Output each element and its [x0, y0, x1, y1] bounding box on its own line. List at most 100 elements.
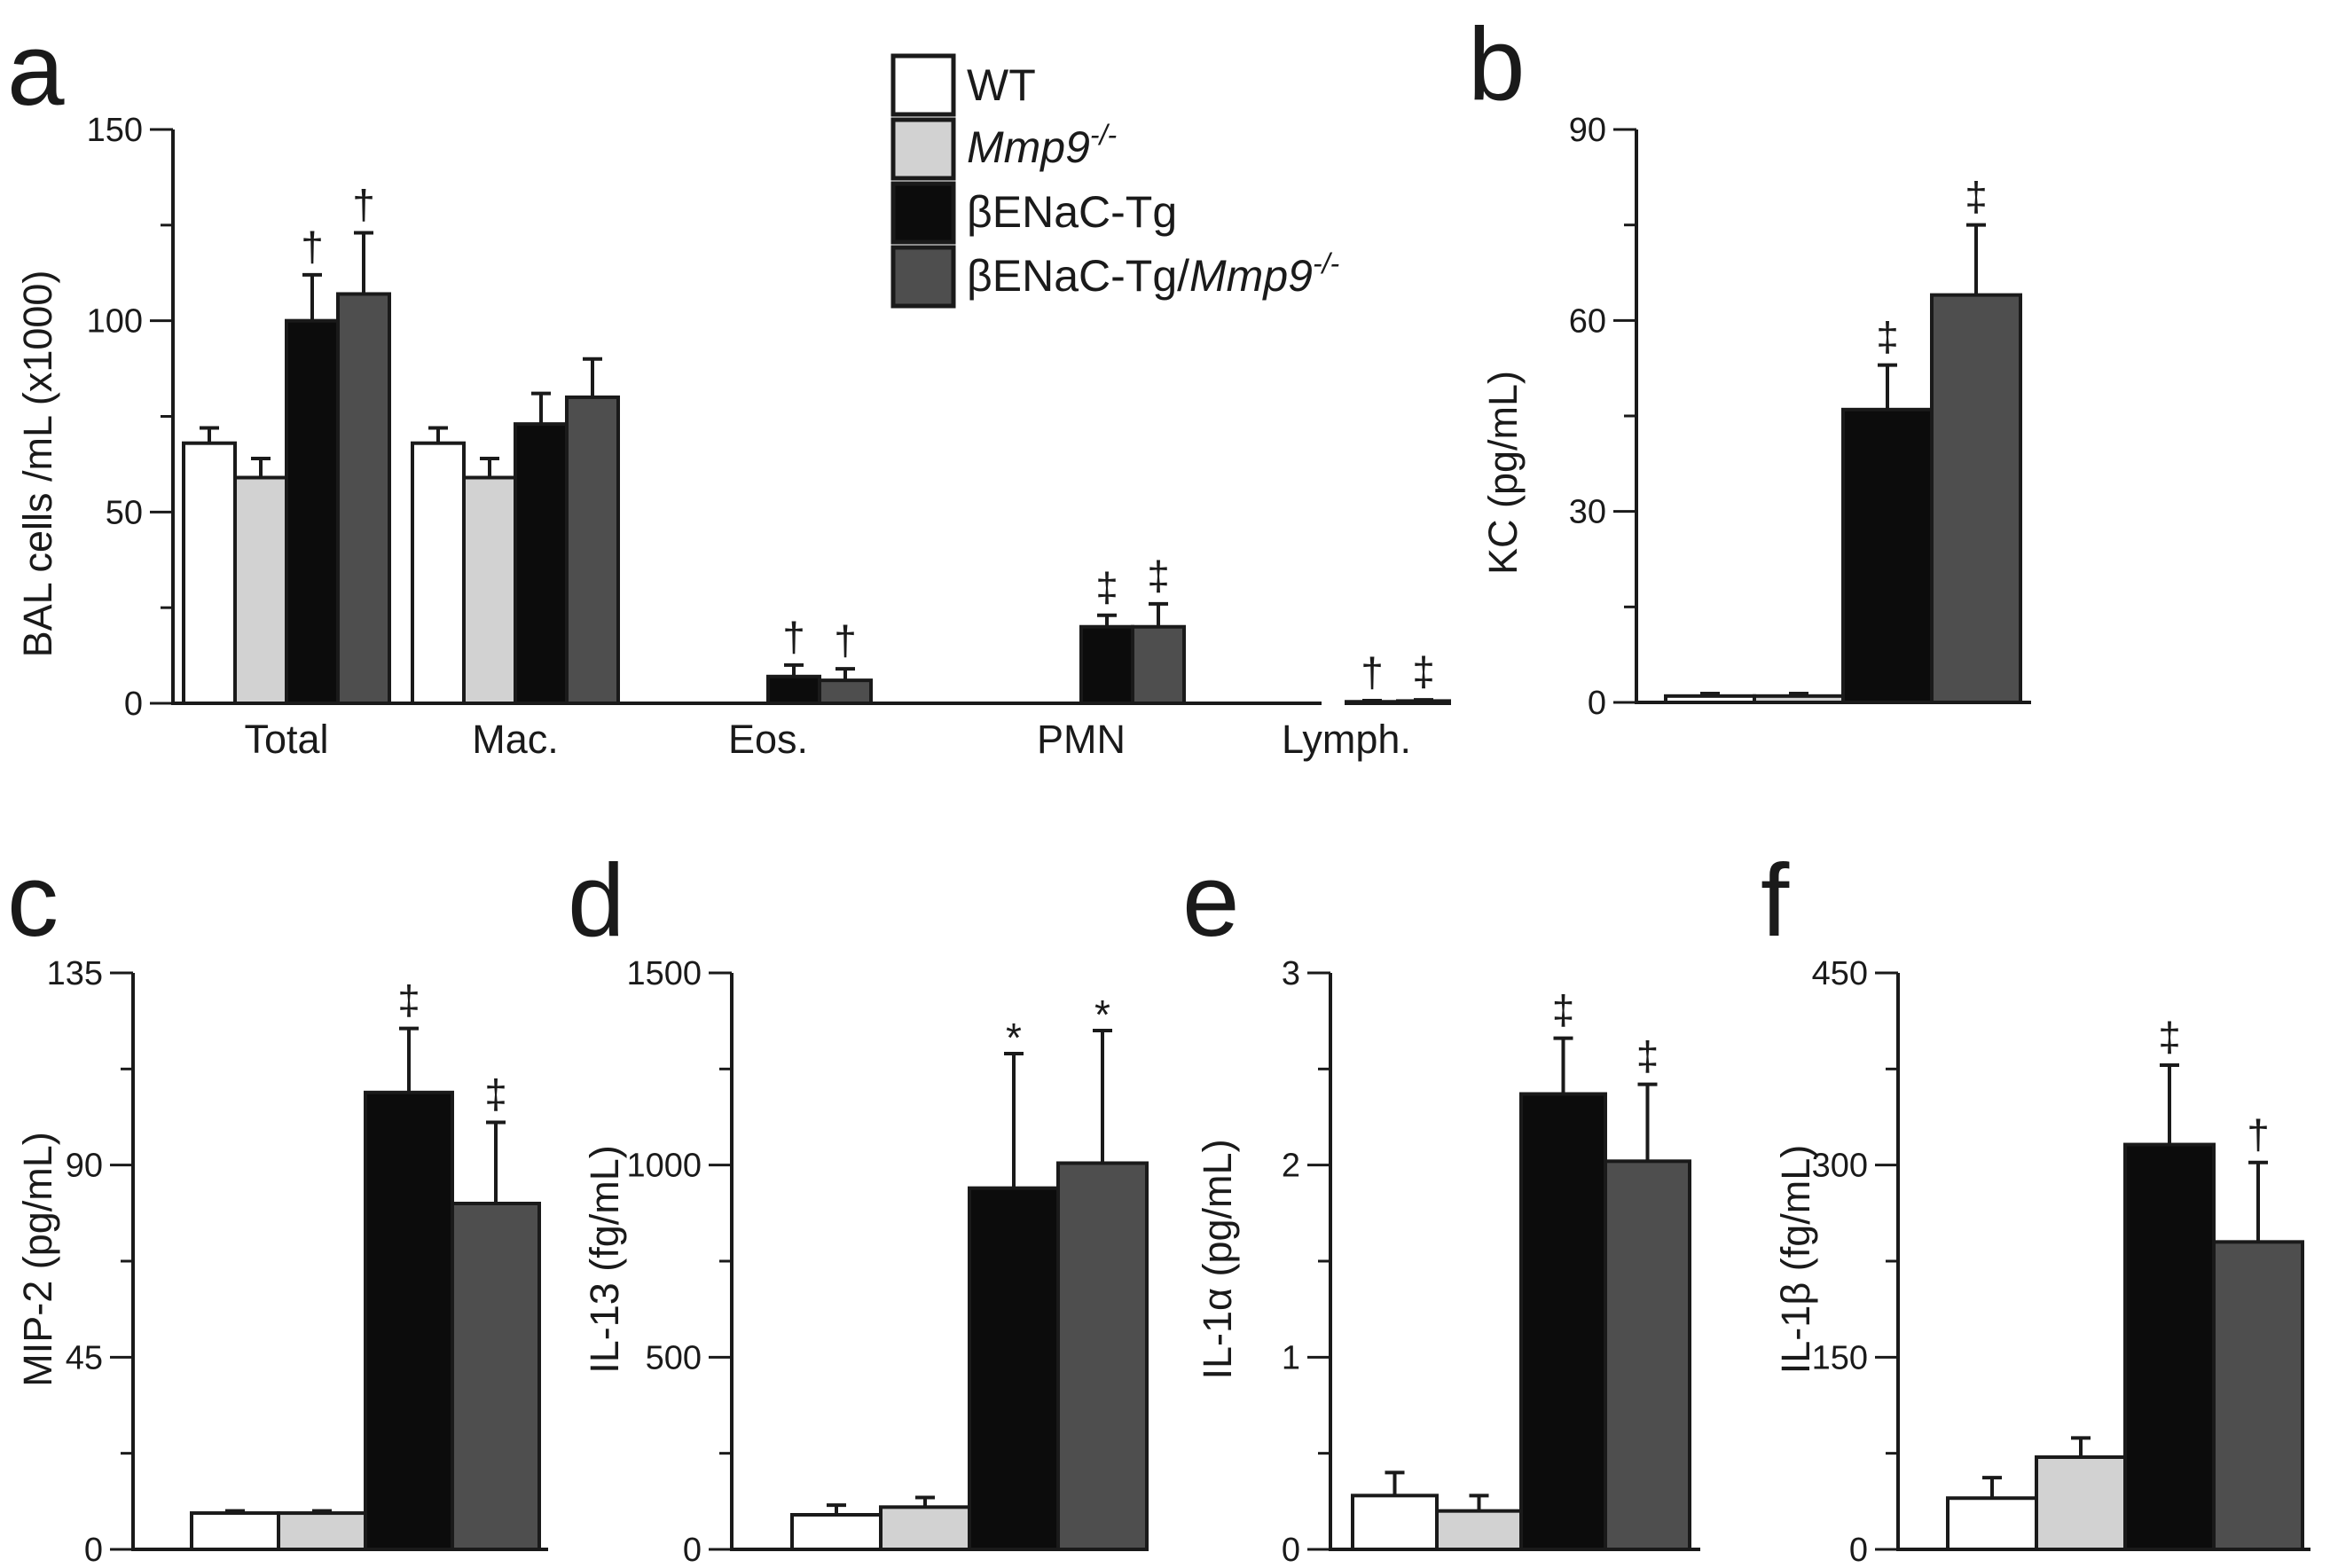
y-tick-label-e-0: 0 [1282, 1532, 1300, 1568]
significance-a-eos-enac-tg-mmp9: † [834, 617, 857, 663]
y-tick-label-d-1: 500 [646, 1339, 702, 1376]
y-tick-label-c-0: 0 [84, 1532, 103, 1568]
x-tick-label-lymph: Lymph. [1282, 717, 1411, 762]
x-tick-label-pmn: PMN [1037, 717, 1126, 762]
y-tick-label-b-2: 60 [1569, 302, 1606, 340]
panel-e: e IL-1α (pg/mL) 0 1 2 3 ‡ ‡ [1182, 843, 1700, 1568]
legend-item-mmp9: Mmp9-/- [890, 117, 1117, 181]
panel-letter-e: e [1182, 843, 1240, 958]
bar-f-tg-mmp9 [2212, 1240, 2304, 1552]
legend-swatch-tg [890, 181, 956, 245]
y-tick-label-a-2: 100 [87, 303, 143, 341]
bar-e-tg-mmp9 [1604, 1159, 1691, 1552]
y-tick-label-d-2: 1000 [626, 1148, 702, 1185]
significance-d-tg: * [1006, 1015, 1022, 1061]
bar-a-total-enac-tg [285, 318, 340, 705]
legend-swatch-wt [890, 53, 956, 117]
bar-a-eos-enac-tg-mmp9 [818, 678, 873, 705]
y-tick-label-e-3: 3 [1282, 955, 1300, 992]
significance-a-pmn-enac-tg-mmp9: ‡ [1147, 553, 1170, 599]
x-tick-label-mac: Mac. [472, 717, 559, 762]
bar-f-wt [1946, 1496, 2038, 1551]
bar-a-total-enac-tg-mmp9 [336, 292, 391, 705]
panel-letter-f: f [1761, 843, 1790, 958]
legend-item-wt: WT [890, 53, 1036, 117]
y-tick-label-c-2: 90 [66, 1148, 103, 1185]
significance-c-tg-mmp9: ‡ [484, 1071, 507, 1117]
bar-a-mac-wt [411, 441, 466, 705]
significance-a-lymph-enac-tg: † [1361, 649, 1384, 695]
legend-label-mmp9: Mmp9-/- [967, 119, 1117, 172]
bar-a-mac-enac-tg-mmp9 [565, 395, 620, 705]
significance-f-tg-mmp9: † [2247, 1111, 2270, 1157]
plot-area-d: 0 500 1000 1500 * * [626, 955, 1149, 1568]
plot-area-b: 0 30 60 90 ‡ ‡ [1569, 112, 2031, 722]
y-axis-label-e: IL-1α (pg/mL) [1195, 1139, 1240, 1379]
y-tick-label-b-3: 90 [1569, 112, 1606, 149]
y-tick-label-d-0: 0 [683, 1532, 702, 1568]
bar-a-total-mmp9 [233, 475, 288, 705]
y-tick-label-a-0: 0 [124, 686, 143, 723]
significance-e-tg: ‡ [1552, 987, 1575, 1033]
bar-a-mac-mmp9 [462, 475, 517, 705]
y-axis-label-b: KC (pg/mL) [1480, 371, 1526, 575]
panel-letter-b: b [1468, 6, 1526, 122]
bar-e-tg [1519, 1092, 1607, 1551]
bar-c-tg-mmp9 [451, 1202, 541, 1551]
panel-b: b KC (pg/mL) 0 30 60 90 ‡ ‡ [1468, 6, 2031, 722]
bar-d-mmp9 [879, 1505, 971, 1552]
plot-area-c: 0 45 90 135 ‡ ‡ [47, 955, 548, 1568]
y-tick-label-f-2: 300 [1812, 1148, 1868, 1185]
legend-swatch-tg-mmp9 [890, 245, 956, 309]
significance-e-tg-mmp9: ‡ [1636, 1033, 1659, 1079]
panel-c: c MIP-2 (pg/mL) 0 45 90 135 ‡ ‡ [7, 843, 548, 1568]
significance-f-tg: ‡ [2158, 1014, 2181, 1060]
legend-item-tg-mmp9: βENaC-Tg/Mmp9-/- [890, 245, 1339, 309]
panel-f: f IL-1β (fg/mL) 0 150 300 450 ‡ † [1761, 843, 2310, 1568]
bar-d-tg [968, 1186, 1060, 1551]
legend: WT Mmp9-/- βENaC-Tg βENaC-Tg/Mmp9-/- [890, 53, 1339, 309]
significance-a-lymph-enac-tg-mmp9: ‡ [1412, 648, 1435, 694]
y-tick-label-e-1: 1 [1282, 1339, 1300, 1376]
significance-c-tg: ‡ [397, 977, 420, 1023]
y-axis-label-f: IL-1β (fg/mL) [1773, 1145, 1818, 1374]
legend-label-tg-mmp9: βENaC-Tg/Mmp9-/- [967, 247, 1339, 301]
y-axis-label-d: IL-13 (fg/mL) [582, 1145, 627, 1374]
bar-b-tg-mmp9 [1930, 293, 2022, 704]
bar-a-total-wt [182, 441, 237, 705]
y-tick-label-f-1: 150 [1812, 1339, 1868, 1376]
y-tick-label-c-1: 45 [66, 1339, 103, 1376]
y-tick-label-d-3: 1500 [626, 955, 702, 992]
bar-e-wt [1351, 1494, 1439, 1552]
significance-a-eos-enac-tg: † [782, 614, 805, 660]
bar-b-mmp9 [1753, 694, 1845, 704]
bar-e-mmp9 [1435, 1509, 1523, 1551]
bar-d-wt [790, 1513, 883, 1551]
legend-item-tg: βENaC-Tg [890, 181, 1177, 245]
y-tick-label-f-0: 0 [1849, 1532, 1868, 1568]
legend-label-wt: WT [967, 60, 1036, 110]
bar-c-tg [364, 1090, 454, 1551]
y-tick-label-f-3: 450 [1812, 955, 1868, 992]
x-tick-label-eos: Eos. [728, 717, 808, 762]
legend-swatch-mmp9 [890, 117, 956, 181]
x-tick-label-total: Total [244, 717, 328, 762]
significance-b-tg-mmp9: ‡ [1965, 174, 1988, 220]
y-tick-label-e-2: 2 [1282, 1148, 1300, 1185]
bar-a-pmn-enac-tg [1079, 624, 1134, 706]
bar-b-wt [1664, 694, 1756, 704]
significance-b-tg: ‡ [1876, 314, 1899, 360]
legend-label-tg: βENaC-Tg [967, 187, 1177, 237]
bar-c-wt [190, 1511, 280, 1552]
panel-letter-a: a [7, 12, 65, 127]
significance-a-total-enac-tg-mmp9: † [352, 181, 375, 227]
plot-area-f: 0 150 300 450 ‡ † [1812, 955, 2310, 1568]
panel-a: a BAL cells /mL (x1000) 0 50 100 150 † † Total… [7, 12, 1451, 762]
panel-letter-c: c [7, 843, 59, 958]
bar-f-mmp9 [2035, 1455, 2127, 1551]
significance-a-pmn-enac-tg: ‡ [1095, 564, 1118, 610]
bar-f-tg [2123, 1142, 2216, 1551]
y-tick-label-b-1: 30 [1569, 494, 1606, 531]
